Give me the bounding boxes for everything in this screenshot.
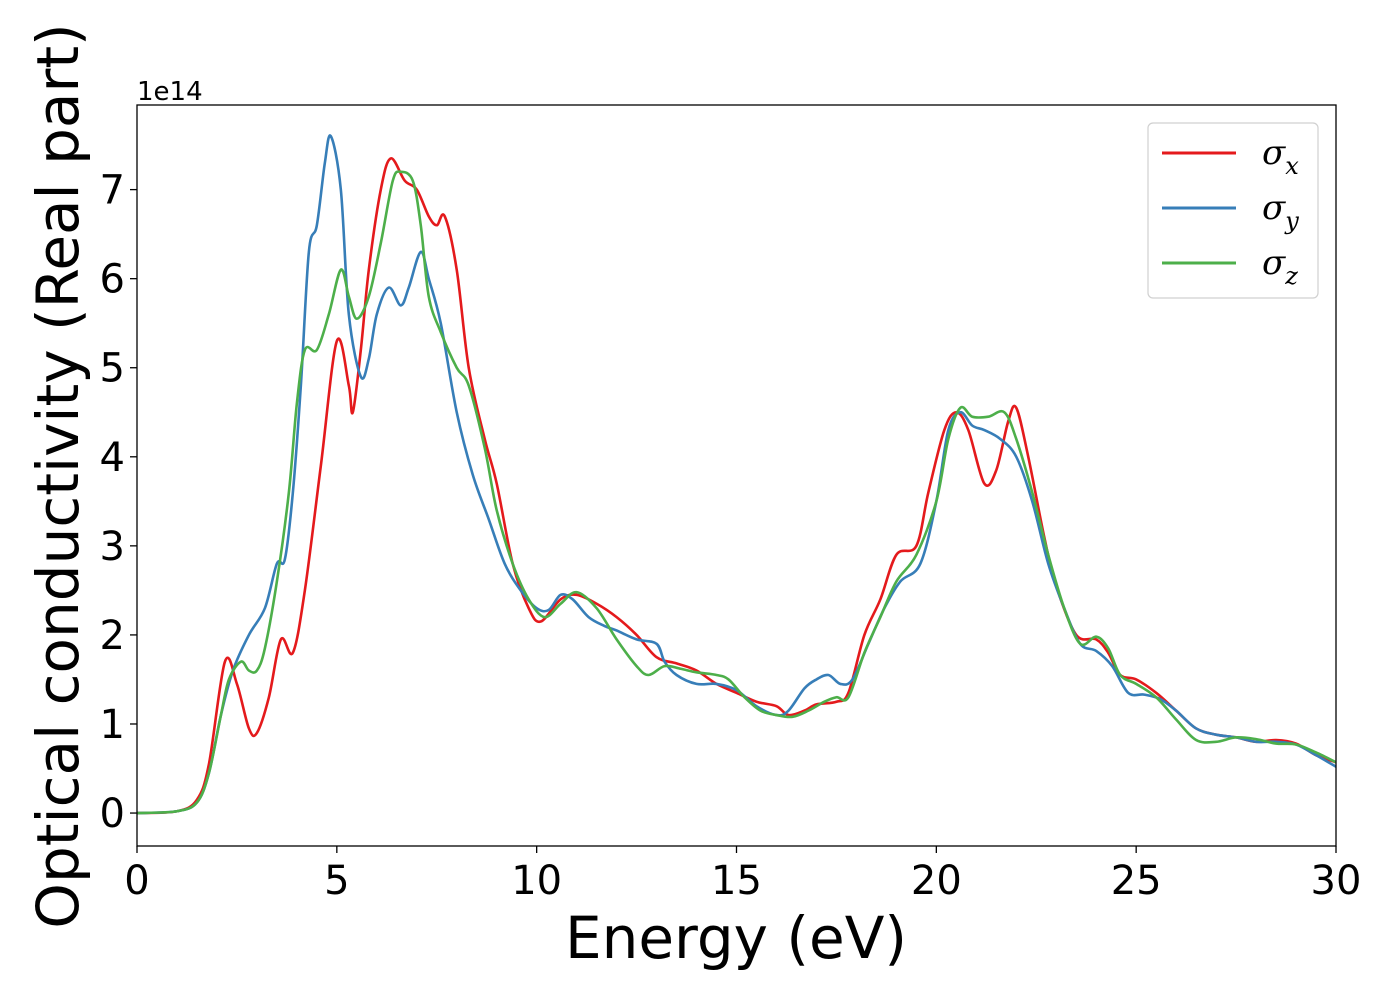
x-tick-label: 5 <box>324 858 349 904</box>
y-tick-label: 5 <box>100 346 125 392</box>
x-axis-label: Energy (eV) <box>565 904 907 972</box>
legend-label-z: σz <box>1262 243 1298 290</box>
legend: σx σy σz <box>1147 122 1319 299</box>
y-tick-label: 6 <box>100 257 125 303</box>
series-line-z <box>137 170 1336 815</box>
legend-label-y: σy <box>1262 188 1299 235</box>
x-tick-label: 10 <box>511 858 562 904</box>
y-tick-label: 1 <box>100 702 125 748</box>
x-tick-label: 0 <box>124 858 149 904</box>
y-tick-label: 3 <box>100 524 125 570</box>
x-tick-label: 15 <box>711 858 762 904</box>
y-tick-label: 0 <box>100 791 125 837</box>
legend-label-x: σx <box>1262 133 1299 180</box>
y-axis: 0 1 2 3 4 5 6 7 <box>100 168 137 837</box>
x-tick-label: 20 <box>911 858 962 904</box>
series-layer <box>137 134 1336 815</box>
legend-box <box>1147 122 1319 299</box>
y-axis-label: Optical conductivity (Real part) <box>24 23 92 928</box>
x-axis: 0 5 10 15 20 25 30 <box>124 846 1361 904</box>
y-tick-label: 4 <box>100 435 125 481</box>
y-tick-label: 7 <box>100 168 125 214</box>
x-tick-label: 30 <box>1311 858 1362 904</box>
y-offset-label: 1e14 <box>137 77 203 107</box>
y-tick-label: 2 <box>100 613 125 659</box>
x-tick-label: 25 <box>1111 858 1162 904</box>
